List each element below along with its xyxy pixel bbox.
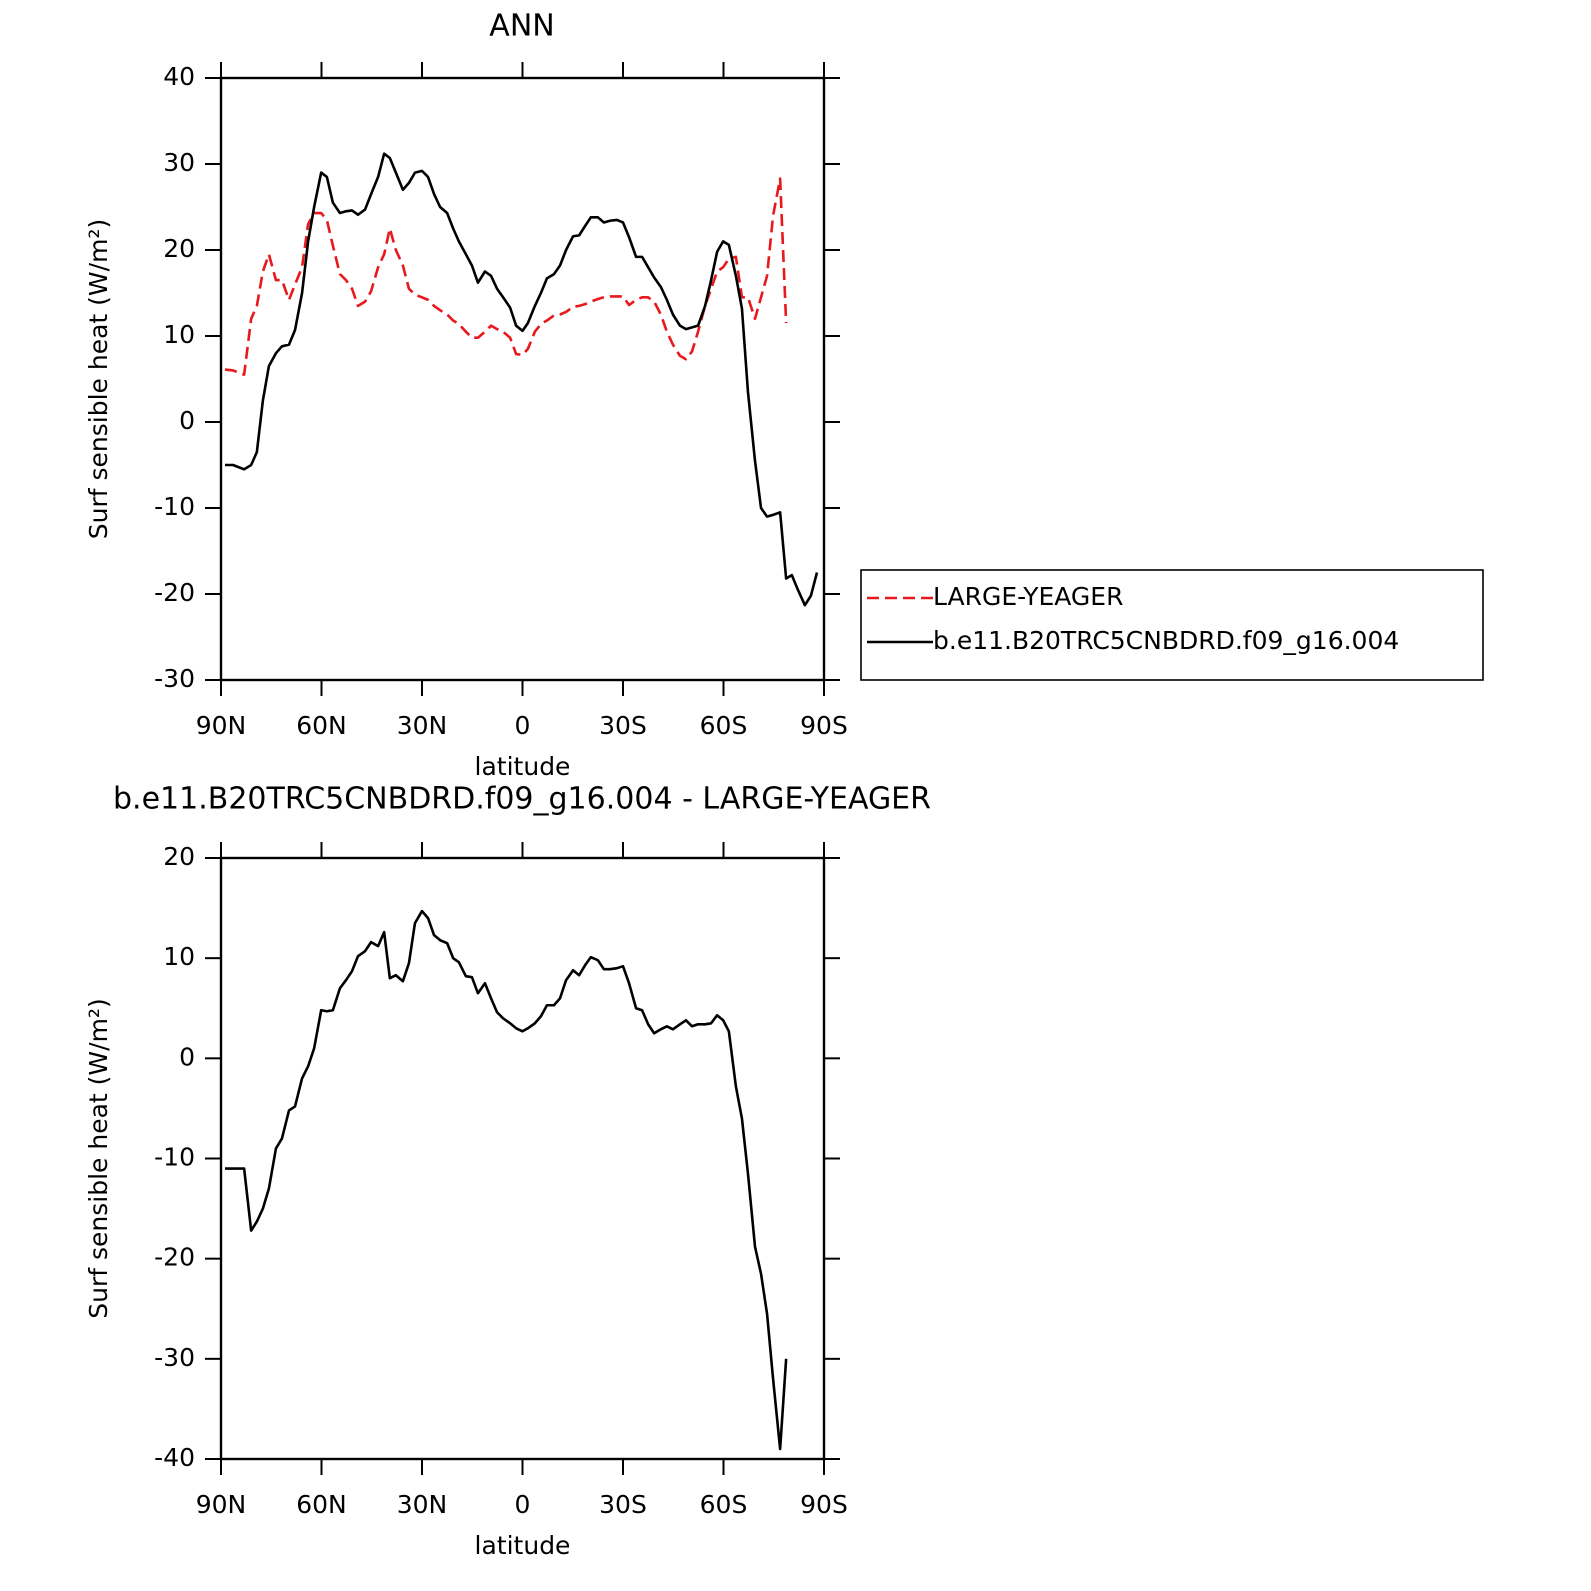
y-tick-label: -30 [154,1343,195,1372]
x-tick-label: 90S [800,711,848,740]
y-tick-label: -40 [154,1443,195,1472]
chart-title: b.e11.B20TRC5CNBDRD.f09_g16.004 - LARGE-… [113,782,931,817]
x-tick-label: 30N [397,1490,448,1519]
x-tick-label: 60S [700,711,748,740]
x-tick-label: 30S [599,711,647,740]
y-tick-label: -20 [154,1243,195,1272]
y-tick-label: -30 [154,664,195,693]
data-line [225,152,819,607]
legend-label: b.e11.B20TRC5CNBDRD.f09_g16.004 [933,626,1399,655]
x-tick-label: 90S [800,1490,848,1519]
y-axis-label: Surf sensible heat (W/m²) [84,219,113,539]
y-tick-label: -10 [154,492,195,521]
data-line [225,909,788,1451]
x-tick-label: 90N [196,1490,247,1519]
x-tick-label: 30N [397,711,448,740]
y-tick-label: 0 [179,1042,195,1071]
x-axis-label: latitude [475,1531,571,1560]
legend-label: LARGE-YEAGER [933,582,1123,611]
y-axis-label: Surf sensible heat (W/m²) [84,998,113,1318]
y-tick-label: 30 [163,148,195,177]
x-tick-label: 0 [515,1490,531,1519]
y-tick-label: -20 [154,578,195,607]
y-tick-label: 20 [163,234,195,263]
x-tick-label: 0 [515,711,531,740]
data-line [224,177,788,376]
x-axis-label: latitude [475,752,571,781]
x-tick-label: 60N [296,711,347,740]
y-tick-label: 20 [163,842,195,871]
x-tick-label: 60S [700,1490,748,1519]
y-tick-label: -10 [154,1143,195,1172]
y-tick-label: 10 [163,320,195,349]
legend: LARGE-YEAGER b.e11.B20TRC5CNBDRD.f09_g16.… [860,569,1484,681]
plot-frame [219,856,826,1461]
y-tick-label: 10 [163,942,195,971]
chart-title: ANN [489,9,554,44]
y-tick-label: 0 [179,406,195,435]
y-tick-label: 40 [163,62,195,91]
x-tick-label: 30S [599,1490,647,1519]
plot-frame [219,76,826,682]
x-tick-label: 90N [196,711,247,740]
legend-box [860,569,1484,681]
x-tick-label: 60N [296,1490,347,1519]
